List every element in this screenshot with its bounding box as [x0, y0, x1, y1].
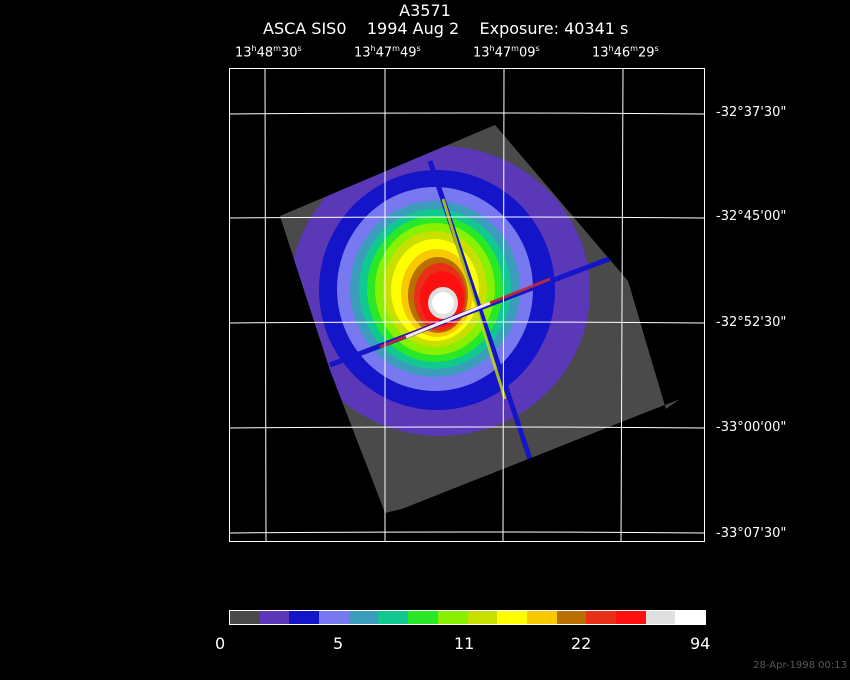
- instrument-label: ASCA SIS0: [263, 19, 347, 38]
- colorbar-tick-label: 0: [215, 634, 226, 653]
- colorbar-swatch: [645, 611, 676, 624]
- color-scale-bar: [229, 610, 706, 625]
- colorbar-tick-label: 94: [690, 634, 711, 653]
- dec-grid-line: [230, 321, 704, 324]
- colorbar-swatch: [319, 611, 349, 624]
- ra-tick-label: 13h47m09s: [473, 44, 540, 61]
- colorbar-swatch: [259, 611, 290, 624]
- colorbar-swatch: [467, 611, 498, 624]
- colorbar-tick-label: 11: [454, 634, 475, 653]
- exposure-label: Exposure: 40341 s: [479, 19, 629, 38]
- colorbar-tick-label: 5: [333, 634, 344, 653]
- chart-title: A3571: [399, 1, 451, 20]
- colorbar-swatch: [437, 611, 468, 624]
- dec-tick-label: -32°45'00": [716, 209, 787, 224]
- dec-grid-line: [230, 531, 704, 534]
- dec-grid-line: [230, 216, 704, 219]
- emission-level: [432, 292, 454, 314]
- ra-tick-label: 13h47m49s: [354, 44, 421, 61]
- colorbar-swatch: [675, 611, 705, 624]
- colorbar-swatch: [289, 611, 320, 624]
- colorbar-swatch: [497, 611, 527, 624]
- emission-map: [280, 125, 680, 513]
- ra-tick-label: 13h46m29s: [592, 44, 659, 61]
- coordinate-grid: [230, 69, 704, 541]
- ra-grid-line: [620, 69, 624, 541]
- ra-grid-line: [502, 69, 505, 541]
- colorbar-swatch: [408, 611, 438, 624]
- ccd-gap-streak: [441, 198, 507, 400]
- observation-date: 1994 Aug 2: [366, 19, 460, 38]
- colorbar-swatch: [615, 611, 646, 624]
- colorbar-swatch: [378, 611, 409, 624]
- chart-subtitle: ASCA SIS0 1994 Aug 2 Exposure: 40341 s: [263, 19, 628, 38]
- timestamp: 28-Apr-1998 00:13: [753, 660, 847, 671]
- dec-tick-label: -32°52'30": [716, 315, 787, 330]
- dec-tick-label: -33°07'30": [716, 526, 787, 541]
- colorbar-swatch: [526, 611, 557, 624]
- colorbar-tick-label: 22: [571, 634, 592, 653]
- colorbar-swatch: [556, 611, 587, 624]
- ccd-gap-streak: [405, 301, 491, 339]
- dec-tick-label: -33°00'00": [716, 420, 787, 435]
- colorbar-swatch: [230, 611, 260, 624]
- xray-image-frame: [229, 68, 705, 542]
- dec-grid-line: [230, 426, 704, 429]
- ra-tick-label: 13h48m30s: [235, 44, 302, 61]
- dec-grid-line: [230, 112, 704, 115]
- xray-image: [230, 69, 704, 541]
- dec-tick-label: -32°37'30": [716, 105, 787, 120]
- ra-grid-line: [264, 69, 267, 541]
- colorbar-swatch: [586, 611, 616, 624]
- colorbar-swatch: [348, 611, 379, 624]
